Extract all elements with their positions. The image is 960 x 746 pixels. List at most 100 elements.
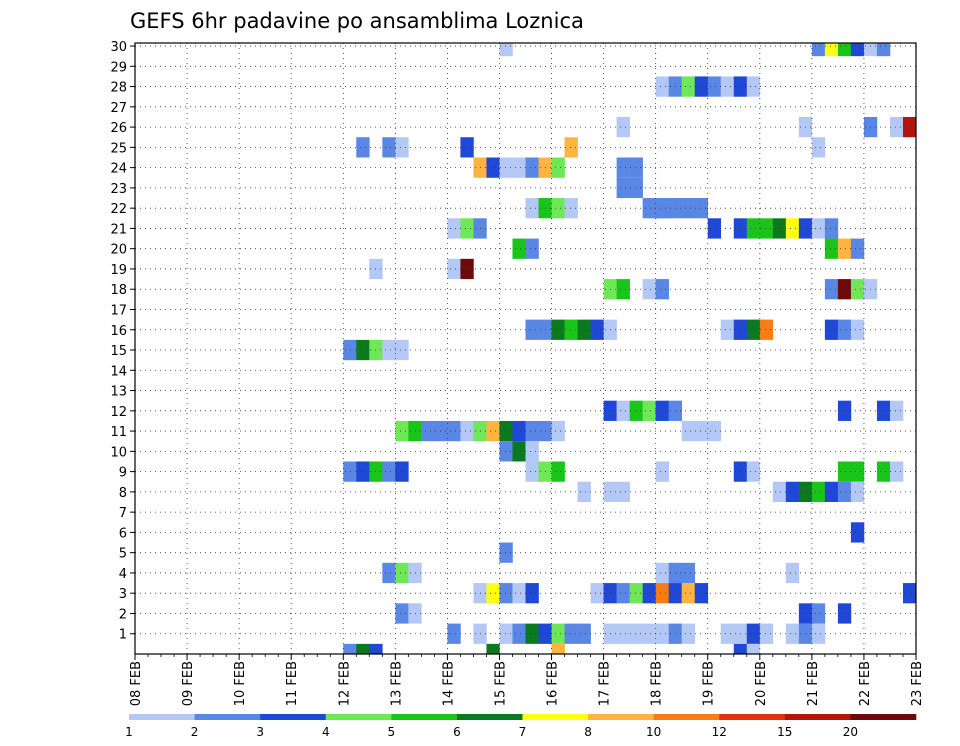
precip-cell [850,238,865,259]
precip-cell [655,623,669,644]
y-tick-label: 17 [110,303,127,318]
colorbar-swatch [850,714,917,720]
y-tick-label: 3 [119,587,127,602]
precip-cell [707,76,722,97]
precip-cell [369,643,383,654]
precip-cell [512,623,526,644]
precip-cell [824,279,839,300]
precip-cell [525,623,539,644]
precip-cell [616,481,630,503]
precip-cell [551,623,565,644]
x-tick-label: 14 FEB [441,661,456,706]
y-tick-label: 11 [110,425,127,440]
y-tick-label: 15 [110,344,127,359]
precip-cell [694,420,709,442]
precip-cell [681,623,696,644]
precip-cell [681,198,696,219]
precipitation-cells [343,43,917,654]
precip-cell [759,218,774,239]
precip-cell [824,481,839,503]
colorbar-swatch [325,714,392,720]
precip-cell [616,157,630,178]
precip-cell [512,583,526,604]
precip-cell [551,198,565,219]
precip-cell [525,441,539,462]
precip-cell [824,319,839,340]
y-axis: 1234567891011121314151617181920212223242… [110,40,135,643]
precip-cell [785,481,800,503]
y-tick-label: 14 [110,364,127,379]
x-axis: 08 FEB 09 FEB 10 FEB 11 FEB 12 FEB 13 FEB 14 F… [129,654,925,706]
precip-cell [512,420,526,442]
precip-cell [720,76,735,97]
colorbar-swatch [129,714,195,720]
colorbar-label: 8 [584,725,592,739]
precip-cell [395,603,409,624]
y-tick-label: 25 [110,141,127,156]
precip-cell [525,461,539,482]
precip-cell [655,562,669,584]
precip-cell [837,400,852,421]
x-tick-label: 22 FEB [858,661,873,706]
x-tick-label: 20 FEB [754,661,769,706]
precip-cell [395,461,409,482]
precip-cell [642,198,656,219]
precip-cell [551,461,565,482]
colorbar-label: 2 [191,725,199,739]
precip-cell [720,319,735,340]
precip-cell [434,420,448,442]
precip-cell [629,157,643,178]
colorbar-swatch [588,714,654,720]
precip-cell [837,279,852,300]
colorbar-label: 7 [519,725,527,739]
precip-cell [655,198,669,219]
colorbar-label: 15 [777,725,792,739]
precip-cell [486,157,500,178]
colorbar-label: 20 [843,725,858,739]
precip-cell [681,76,696,97]
precip-cell [876,43,891,57]
precip-cell [512,441,526,462]
chart-title: GEFS 6hr padavine po ansamblima Loznica [130,9,584,33]
precip-cell [785,623,800,644]
precip-cell [460,218,474,239]
precip-cell [551,420,565,442]
precip-cell [460,258,474,280]
precip-cell [681,562,696,584]
precip-cell [525,238,539,259]
precip-cell [746,623,761,644]
colorbar-label: 4 [322,725,330,739]
precip-cell [629,400,643,421]
y-tick-label: 21 [110,222,127,237]
precip-cell [850,279,865,300]
precip-cell [447,420,461,442]
precip-cell [889,400,904,421]
precip-cell [499,157,513,178]
precip-cell [356,339,370,361]
precip-cell [785,218,800,239]
precip-cell [499,420,513,442]
precip-cell [382,339,396,361]
precip-cell [343,643,357,654]
grid-lines [135,43,916,654]
precip-cell [811,218,826,239]
precip-cell [564,623,578,644]
precip-cell [616,400,630,421]
precip-cell [772,481,787,503]
precip-cell [811,43,826,57]
precip-cell [642,279,656,300]
precip-cell [746,461,761,482]
precip-cell [837,43,852,57]
precip-cell [499,542,513,563]
precip-cell [720,623,735,644]
precip-cell [772,218,787,239]
y-tick-label: 23 [110,182,127,197]
precip-cell [746,76,761,97]
y-tick-label: 20 [110,243,127,258]
precip-cell [850,461,865,482]
precip-cell [577,481,591,503]
precip-cell [850,319,865,340]
colorbar-swatch [260,714,327,720]
precip-cell [733,643,748,654]
